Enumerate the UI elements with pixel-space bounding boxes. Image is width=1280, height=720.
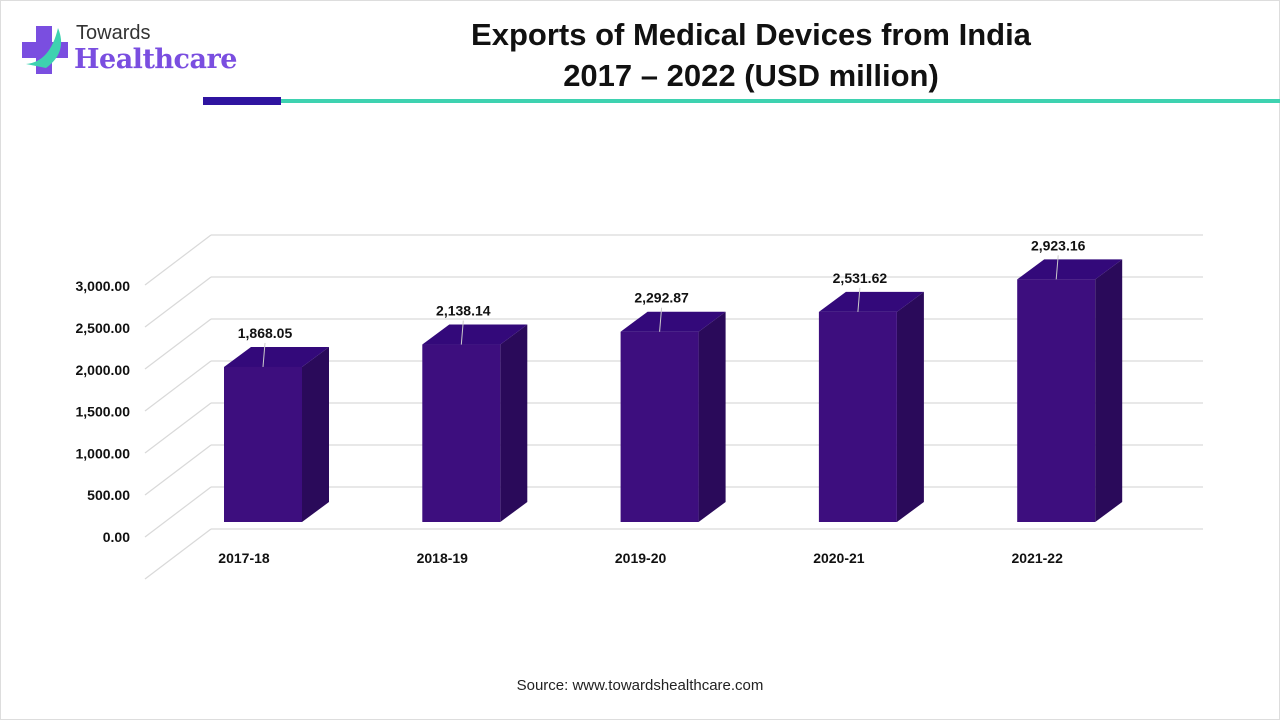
data-label: 2,923.16: [1031, 237, 1086, 253]
x-tick-label: 2021-22: [1012, 550, 1064, 566]
bar-side: [698, 311, 726, 522]
y-tick-label: 2,500.00: [76, 320, 131, 336]
y-tick-label: 1,000.00: [76, 445, 131, 461]
data-label-leader: [659, 307, 663, 332]
gridline-side: [144, 234, 212, 286]
bar-group: 2,138.14 2018-19: [417, 303, 528, 566]
gridline-side: [144, 318, 212, 370]
bar-group: 1,868.05 2017-18: [218, 325, 329, 566]
source-text: Source: www.towardshealthcare.com: [516, 677, 764, 694]
y-tick-label: 0.00: [103, 529, 130, 545]
bar-side: [302, 346, 329, 522]
data-label-leader: [460, 320, 464, 345]
chart-title: Exports of Medical Devices from India 20…: [380, 14, 1122, 96]
bar: [620, 331, 699, 522]
gridline-side: [144, 402, 212, 454]
x-tick-label: 2017-18: [218, 550, 270, 566]
accent-line-teal: [281, 99, 1280, 103]
title-line-2: 2017 – 2022 (USD million): [563, 58, 939, 93]
data-label: 2,292.87: [634, 290, 689, 306]
gridline-side: [144, 528, 212, 580]
title-line-1: Exports of Medical Devices from India: [471, 17, 1031, 52]
x-tick-label: 2018-19: [417, 550, 469, 566]
data-label: 2,138.14: [436, 303, 491, 319]
bar: [1017, 279, 1096, 522]
accent-bar-purple: [203, 97, 281, 105]
bar-top: [224, 346, 329, 367]
y-tick-label: 2,000.00: [76, 362, 131, 378]
gridline-side: [144, 276, 212, 328]
data-label-leader: [1055, 255, 1059, 280]
gridline-side: [144, 444, 212, 496]
bar-group: 2,292.87 2019-20: [615, 290, 726, 566]
data-label-leader: [857, 287, 861, 312]
bar: [224, 366, 302, 522]
x-tick-label: 2019-20: [615, 550, 667, 566]
bar-side: [896, 291, 924, 522]
data-label: 2,531.62: [833, 270, 888, 286]
bar-top: [422, 324, 528, 345]
medical-cross-leaf-icon: [22, 26, 68, 74]
data-label: 1,868.05: [238, 325, 293, 341]
bar-top: [1017, 259, 1123, 280]
x-tick-label: 2020-21: [813, 550, 865, 566]
bar-group: 2,531.62 2020-21: [813, 270, 924, 566]
logo: Towards Healthcare: [22, 22, 237, 87]
bar: [818, 311, 897, 522]
y-tick-label: 3,000.00: [76, 278, 131, 294]
bar-top: [818, 291, 924, 312]
logo-healthcare: Healthcare: [74, 44, 237, 75]
y-tick-label: 500.00: [87, 487, 130, 503]
y-tick-label: 1,500.00: [76, 404, 131, 420]
bar-side: [1095, 259, 1123, 522]
bar-side: [500, 324, 528, 522]
bar: [422, 344, 501, 522]
data-label-leader: [262, 342, 266, 367]
bar-top: [620, 311, 726, 332]
gridline-side: [144, 486, 212, 538]
gridline-side: [144, 360, 212, 412]
logo-towards: Towards: [76, 22, 151, 44]
bar-group: 2,923.16 2021-22: [1012, 237, 1123, 566]
